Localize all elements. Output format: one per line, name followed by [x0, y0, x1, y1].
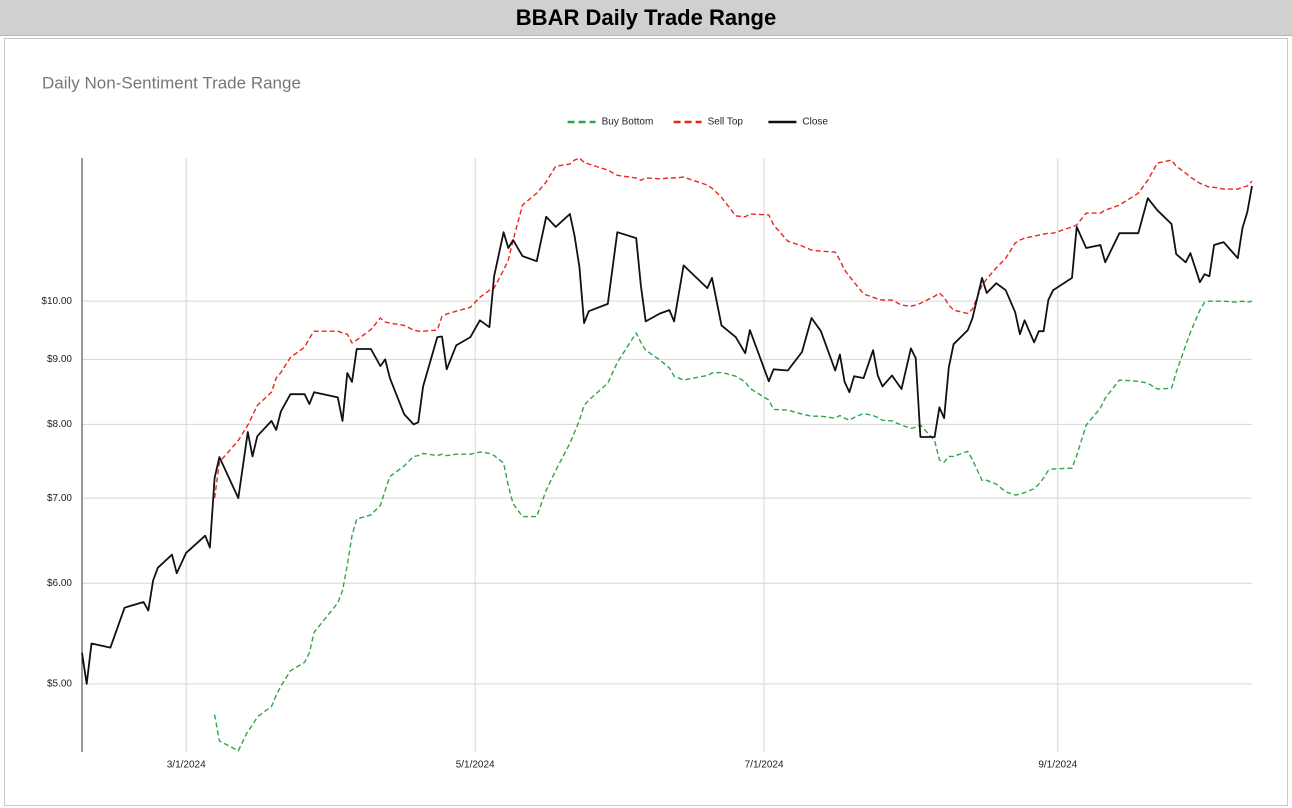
- y-tick-label: $7.00: [47, 493, 72, 504]
- y-tick-label: $8.00: [47, 419, 72, 430]
- chart-title: Daily Non-Sentiment Trade Range: [42, 73, 301, 92]
- y-tick-label: $6.00: [47, 578, 72, 589]
- series-line: [213, 157, 1253, 499]
- legend-label: Sell Top: [708, 117, 744, 128]
- x-tick-label: 3/1/2024: [167, 760, 206, 771]
- legend-label: Close: [802, 117, 828, 128]
- legend-label: Buy Bottom: [602, 117, 654, 128]
- y-tick-label: $10.00: [41, 296, 72, 307]
- chart-panel: [4, 38, 1288, 806]
- series-line: [213, 300, 1253, 752]
- page-title: BBAR Daily Trade Range: [0, 0, 1292, 36]
- y-tick-label: $5.00: [47, 679, 72, 690]
- x-tick-label: 9/1/2024: [1038, 760, 1077, 771]
- series-line: [81, 185, 1253, 685]
- x-tick-label: 5/1/2024: [456, 760, 495, 771]
- x-tick-label: 7/1/2024: [745, 760, 784, 771]
- y-tick-label: $9.00: [47, 354, 72, 365]
